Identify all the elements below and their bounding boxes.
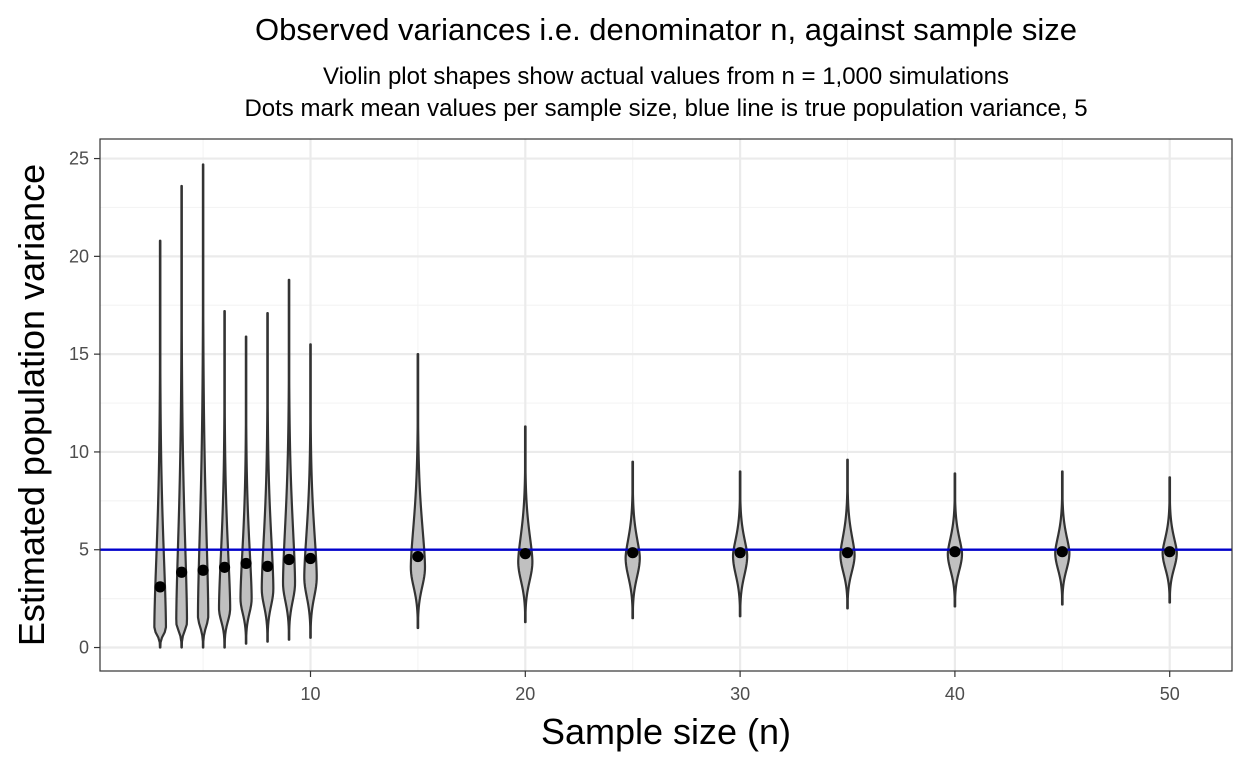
violin-n-3: [153, 239, 168, 649]
chart-subtitle-line-1: Violin plot shapes show actual values fr…: [323, 63, 1009, 90]
mean-dot-n-6: [218, 561, 231, 573]
y-tick-label: 25: [69, 149, 89, 169]
panel-border: [99, 138, 1233, 672]
y-tick-label: 5: [79, 540, 89, 560]
x-tick-label: 50: [1160, 684, 1180, 704]
x-tick-label: 10: [300, 684, 320, 704]
chart-subtitle-line-2: Dots mark mean values per sample size, b…: [244, 95, 1087, 122]
x-tick-label: 20: [515, 684, 535, 704]
y-tick-label: 0: [79, 638, 89, 658]
y-tick-label: 20: [69, 246, 89, 266]
violin-n-50: [1161, 476, 1178, 604]
x-axis: 10 20 30 40 50: [300, 671, 1180, 704]
y-tick-label: 10: [69, 442, 89, 462]
y-tick-label: 15: [69, 344, 89, 364]
mean-dot-layer: [154, 546, 1176, 593]
mean-dot-n-5: [197, 564, 209, 576]
violin-n-8: [260, 311, 275, 643]
violin-n-30: [731, 470, 749, 618]
x-tick-label: 30: [730, 684, 750, 704]
mean-dot-n-30: [734, 547, 746, 559]
mean-dot-n-8: [261, 560, 274, 572]
x-axis-title: Sample size (n): [541, 711, 791, 752]
violin-n-10: [303, 343, 318, 639]
violin-n-5: [196, 163, 210, 649]
mean-dot-n-9: [283, 553, 295, 566]
violin-n-20: [517, 425, 534, 624]
mean-dot-n-25: [627, 547, 639, 559]
chart-title: Observed variances i.e. denominator n, a…: [255, 12, 1077, 47]
violin-n-40: [946, 472, 964, 608]
violin-n-35: [839, 458, 856, 610]
violin-n-25: [624, 460, 641, 620]
mean-dot-n-10: [304, 552, 317, 565]
violin-n-45: [1054, 470, 1071, 606]
mean-dot-n-35: [841, 547, 854, 559]
x-tick-label: 40: [945, 684, 965, 704]
mean-dot-n-3: [154, 581, 166, 593]
violin-n-4: [175, 184, 189, 649]
mean-dot-n-50: [1164, 546, 1176, 558]
mean-dot-n-20: [519, 548, 531, 560]
mean-dot-n-15: [412, 550, 424, 563]
y-axis: 0 5 10 15 20 25: [69, 149, 100, 658]
y-axis-title: Estimated population variance: [11, 164, 52, 646]
mean-dot-n-40: [949, 546, 961, 558]
mean-dot-n-4: [176, 566, 188, 578]
panel-border-layer: [99, 138, 1233, 672]
mean-dot-n-7: [240, 557, 252, 570]
mean-dot-n-45: [1056, 546, 1068, 558]
